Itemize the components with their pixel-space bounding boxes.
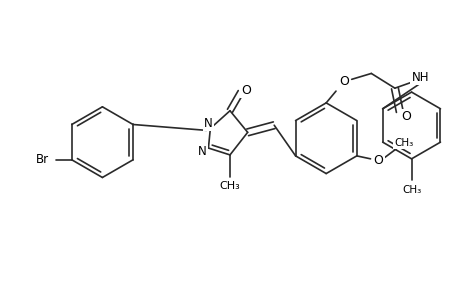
Text: CH₃: CH₃ [219,181,240,191]
Text: O: O [241,84,251,97]
Text: CH₃: CH₃ [393,138,413,148]
Text: CH₃: CH₃ [401,185,420,195]
Text: N: N [198,146,207,158]
Text: O: O [338,75,348,88]
Text: NH: NH [411,71,428,84]
Text: O: O [401,110,411,123]
Text: N: N [204,117,213,130]
Text: Br: Br [36,153,49,166]
Text: O: O [373,154,382,167]
